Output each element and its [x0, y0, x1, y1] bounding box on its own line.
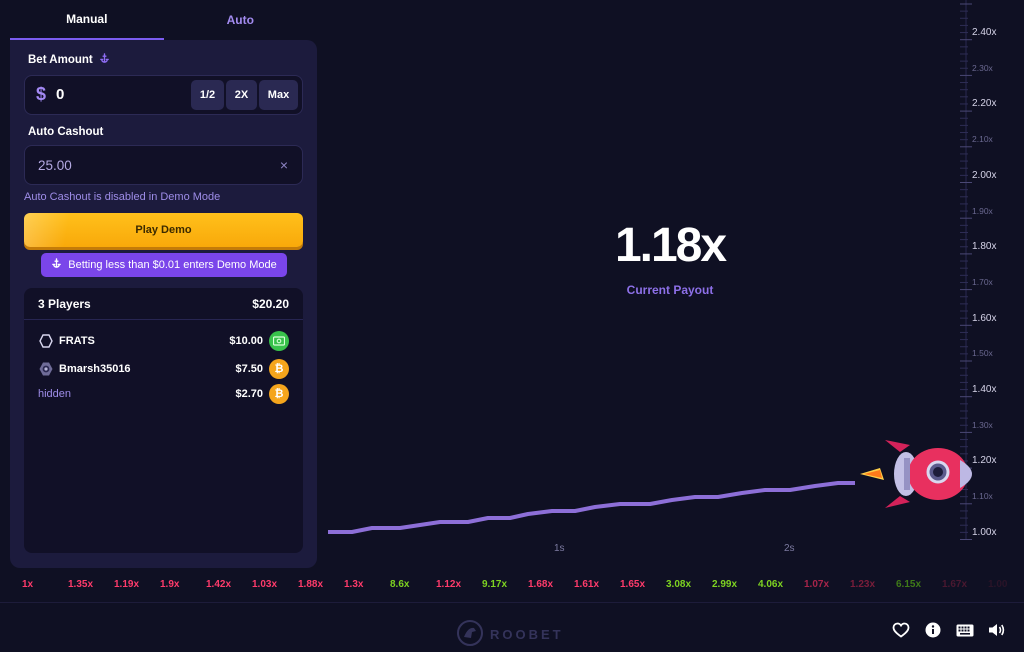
demo-anchor-icon [51, 258, 62, 272]
player-row: Bmarsh35016 $7.50 ₿ [38, 358, 289, 380]
y-axis-tick: 1.20x [972, 455, 997, 467]
player-amount: $10.00 [229, 335, 263, 347]
current-payout-value: 1.18x [614, 219, 727, 272]
history-multiplier[interactable]: 1.88x [298, 579, 324, 590]
auto-cashout-input[interactable]: 25.00 × [24, 145, 303, 185]
history-multiplier[interactable]: 1.23x [850, 579, 876, 590]
history-multiplier[interactable]: 1x [22, 579, 34, 590]
history-multiplier[interactable]: 3.08x [666, 579, 692, 590]
history-multiplier[interactable]: 4.06x [758, 579, 784, 590]
max-bet-button[interactable]: Max [259, 80, 298, 110]
cash-coin-icon [269, 331, 289, 351]
history-multiplier[interactable]: 1.42x [206, 579, 232, 590]
player-name: Bmarsh35016 [59, 363, 131, 375]
history-multiplier[interactable]: 2.99x [712, 579, 738, 590]
demo-anchor-icon [99, 53, 110, 67]
bet-amount-label-text: Bet Amount [28, 54, 93, 66]
auto-cashout-disabled-note: Auto Cashout is disabled in Demo Mode [24, 191, 221, 203]
brand-name: ROOBET [490, 627, 564, 642]
history-multiplier[interactable]: 6.15x [896, 579, 922, 590]
x-axis-tick: 1s [554, 543, 565, 554]
y-axis-tick: 1.30x [972, 419, 993, 430]
crash-graph [328, 0, 972, 540]
demo-mode-banner: Betting less than $0.01 enters Demo Mode [41, 253, 287, 277]
bitcoin-icon: ₿ [269, 359, 289, 379]
history-multiplier[interactable]: 1.07x [804, 579, 830, 590]
user-avatar-icon [38, 361, 54, 377]
player-amount: $7.50 [235, 363, 263, 375]
play-demo-button[interactable]: Play Demo [24, 213, 303, 247]
y-axis-tick: 1.10x [972, 491, 993, 502]
crash-history: 1x 1.35x 1.19x 1.9x 1.42x 1.03x 1.88x 1.3x 8.6x 1… [0, 572, 1024, 598]
player-name: FRATS [59, 335, 95, 347]
kangaroo-logo-icon [456, 619, 484, 650]
history-multiplier[interactable]: 1.65x [620, 579, 646, 590]
y-axis-tick: 1.70x [972, 276, 993, 287]
current-payout-label: Current Payout [626, 283, 714, 297]
players-header: 3 Players $20.20 [24, 288, 303, 320]
rocket-icon [860, 440, 972, 508]
bitcoin-icon: ₿ [269, 384, 289, 404]
history-multiplier[interactable]: 1.12x [436, 579, 462, 590]
mode-tabs: Manual Auto [10, 0, 317, 40]
y-axis-tick: 2.00x [972, 169, 997, 181]
history-multiplier[interactable]: 1.61x [574, 579, 600, 590]
double-bet-button[interactable]: 2X [226, 80, 257, 110]
tab-manual[interactable]: Manual [10, 0, 164, 40]
bet-amount-value[interactable]: 0 [56, 86, 65, 103]
players-count: 3 Players [38, 296, 91, 311]
history-multiplier[interactable]: 1.9x [160, 579, 180, 590]
history-multiplier[interactable]: 1.19x [114, 579, 140, 590]
x-axis-tick: 2s [784, 543, 795, 554]
hexagon-avatar-icon [38, 333, 54, 349]
history-multiplier[interactable]: 1.03x [252, 579, 278, 590]
demo-banner-text: Betting less than $0.01 enters Demo Mode [68, 259, 277, 271]
player-name: hidden [38, 388, 72, 400]
auto-cashout-value[interactable]: 25.00 [38, 158, 72, 173]
history-multiplier[interactable]: 1.67x [942, 579, 968, 590]
y-axis-tick: 1.80x [972, 241, 997, 253]
history-multiplier[interactable]: 1.68x [528, 579, 554, 590]
y-axis-tick: 2.30x [972, 62, 993, 73]
dollar-icon: $ [36, 84, 47, 104]
history-multiplier[interactable]: 9.17x [482, 579, 508, 590]
bet-amount-label: Bet Amount [28, 53, 110, 67]
y-axis-tick: 1.40x [972, 384, 997, 395]
button-shine [24, 213, 84, 247]
bet-amount-input[interactable]: $ 0 1/2 2X Max [24, 75, 303, 115]
history-multiplier[interactable]: 1.35x [68, 579, 94, 590]
half-bet-button[interactable]: 1/2 [191, 80, 224, 110]
y-axis-tick: 1.00x [972, 526, 997, 538]
history-multiplier[interactable]: 1.00 [988, 579, 1008, 590]
info-icon[interactable] [922, 619, 944, 641]
y-axis-tick: 2.20x [972, 98, 997, 110]
players-total: $20.20 [252, 296, 289, 311]
history-multiplier[interactable]: 1.3x [344, 579, 364, 590]
y-axis-tick: 2.10x [972, 134, 993, 145]
payout-line [328, 481, 855, 534]
bet-panel: Bet Amount $ 0 1/2 2X Max Auto Cashout 2… [10, 40, 317, 568]
player-amount: $2.70 [235, 388, 263, 400]
keyboard-icon[interactable] [954, 619, 976, 641]
y-axis-tick: 2.40x [972, 27, 997, 38]
volume-icon[interactable] [986, 619, 1008, 641]
y-axis-tick: 1.50x [972, 348, 993, 359]
clear-icon[interactable]: × [279, 157, 288, 173]
y-axis-ruler [960, 3, 972, 540]
heart-icon[interactable] [890, 619, 912, 641]
player-row: FRATS $10.00 [38, 330, 289, 352]
play-demo-label: Play Demo [135, 224, 192, 236]
y-axis-tick: 1.60x [972, 312, 997, 324]
history-multiplier[interactable]: 8.6x [390, 579, 410, 590]
roobet-logo: ROOBET [456, 619, 564, 650]
auto-cashout-label: Auto Cashout [28, 126, 104, 138]
footer-bar: ROOBET [0, 602, 1024, 652]
players-list: 3 Players $20.20 FRATS $10.00 Bmarsh3501… [24, 288, 303, 553]
y-axis-tick: 1.90x [972, 205, 993, 216]
player-row: hidden $2.70 ₿ [38, 383, 289, 405]
tab-auto[interactable]: Auto [226, 13, 254, 27]
bet-modifiers: 1/2 2X Max [191, 80, 298, 110]
